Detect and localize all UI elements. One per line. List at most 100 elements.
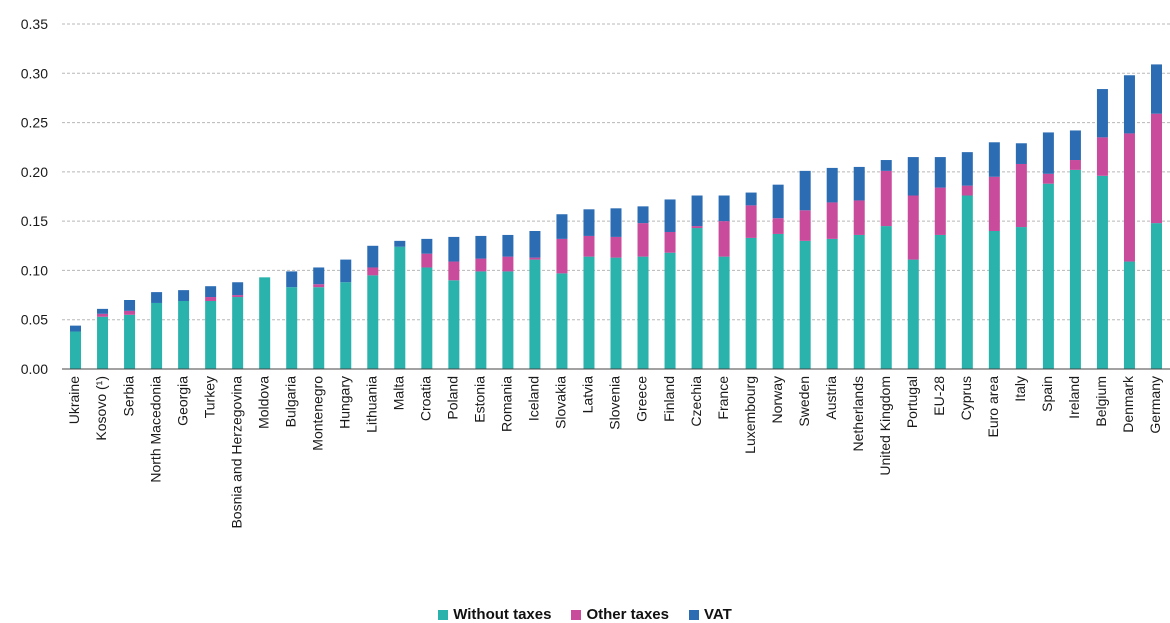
x-tick-label: Italy xyxy=(1012,376,1028,402)
bar-vat-lithuania xyxy=(367,245,379,268)
bar-without-taxes-sweden xyxy=(799,240,811,369)
x-tick-label: Malta xyxy=(391,376,407,410)
bar-vat-montenegro xyxy=(313,267,325,285)
bar-other-taxes-montenegro xyxy=(313,284,325,288)
x-tick-label: Kosovo (¹) xyxy=(93,376,109,441)
bar-without-taxes-ukraine xyxy=(70,331,82,369)
bar-vat-iceland xyxy=(529,231,541,258)
x-tick-label: Belgium xyxy=(1093,376,1109,427)
x-tick-label: Austria xyxy=(823,376,839,420)
bar-without-taxes-eu-28 xyxy=(934,234,946,369)
bar-vat-georgia xyxy=(178,290,190,301)
bar-other-taxes-romania xyxy=(502,256,514,272)
x-tick-label: Norway xyxy=(769,376,785,423)
x-tick-label: Czechia xyxy=(688,376,704,427)
y-tick-label: 0.20 xyxy=(21,164,48,180)
x-tick-label: Hungary xyxy=(336,376,352,429)
x-tick-label: United Kingdom xyxy=(877,376,893,476)
bar-without-taxes-bosnia-and-herzegovina xyxy=(232,297,244,369)
legend-swatch-other-taxes xyxy=(571,609,582,620)
bar-vat-romania xyxy=(502,234,514,257)
bar-without-taxes-serbia xyxy=(124,314,136,369)
bar-without-taxes-united-kingdom xyxy=(880,226,892,369)
bar-without-taxes-georgia xyxy=(178,300,190,369)
bar-without-taxes-iceland xyxy=(529,259,541,369)
bar-without-taxes-poland xyxy=(448,280,460,369)
bar-other-taxes-croatia xyxy=(421,253,433,268)
x-tick-label: Cyprus xyxy=(958,376,974,420)
bar-vat-poland xyxy=(448,236,460,262)
legend-swatch-without-taxes xyxy=(438,609,449,620)
bar-vat-bulgaria xyxy=(286,271,298,288)
bar-vat-portugal xyxy=(907,157,919,196)
x-tick-label: EU-28 xyxy=(931,376,947,416)
x-tick-label: Iceland xyxy=(526,376,542,421)
y-tick-label: 0.30 xyxy=(21,65,48,81)
bar-vat-bosnia-and-herzegovina xyxy=(232,282,244,296)
bar-vat-france xyxy=(718,195,730,222)
legend: Without taxes Other taxes VAT xyxy=(0,606,1170,623)
bar-other-taxes-slovenia xyxy=(610,236,622,258)
legend-label-without-taxes: Without taxes xyxy=(453,606,552,623)
bar-vat-germany xyxy=(1150,64,1162,114)
bar-vat-greece xyxy=(637,206,649,224)
bar-vat-cyprus xyxy=(961,152,973,186)
bar-without-taxes-denmark xyxy=(1123,261,1135,369)
bar-vat-finland xyxy=(664,199,676,232)
y-tick-label: 0.35 xyxy=(21,16,48,32)
legend-swatch-vat xyxy=(688,609,699,620)
x-tick-label: Bosnia and Herzegovina xyxy=(228,376,244,529)
bar-vat-estonia xyxy=(475,235,487,259)
bar-without-taxes-bulgaria xyxy=(286,287,298,369)
bar-without-taxes-euro-area xyxy=(988,231,1000,369)
bar-vat-slovakia xyxy=(556,214,568,239)
bar-without-taxes-italy xyxy=(1015,227,1027,369)
bar-vat-czechia xyxy=(691,195,703,227)
bar-other-taxes-norway xyxy=(772,218,784,234)
bar-other-taxes-iceland xyxy=(529,257,541,260)
x-tick-label: Portugal xyxy=(904,376,920,428)
x-tick-label: Finland xyxy=(661,376,677,422)
bar-other-taxes-bosnia-and-herzegovina xyxy=(232,295,244,298)
bar-other-taxes-euro-area xyxy=(988,176,1000,231)
x-tick-label: Sweden xyxy=(796,376,812,427)
bar-without-taxes-norway xyxy=(772,233,784,369)
bar-other-taxes-germany xyxy=(1150,113,1162,224)
bar-without-taxes-estonia xyxy=(475,271,487,369)
bar-vat-malta xyxy=(394,240,406,247)
bar-vat-austria xyxy=(826,167,838,203)
bar-vat-spain xyxy=(1042,132,1054,174)
bar-vat-euro-area xyxy=(988,142,1000,177)
bar-vat-ukraine xyxy=(70,325,82,332)
bar-other-taxes-serbia xyxy=(124,310,136,315)
bar-other-taxes-slovakia xyxy=(556,238,568,274)
y-axis-tick-labels: 0.00 0.05 0.10 0.15 0.20 0.25 0.30 0.35 xyxy=(21,16,48,377)
bar-vat-ireland xyxy=(1069,130,1081,161)
bar-without-taxes-turkey xyxy=(205,300,217,369)
bar-without-taxes-belgium xyxy=(1096,175,1108,369)
bar-vat-serbia xyxy=(124,300,136,311)
legend-label-other-taxes: Other taxes xyxy=(586,606,669,623)
bar-vat-italy xyxy=(1015,143,1027,164)
bar-without-taxes-north-macedonia xyxy=(151,302,163,369)
bar-other-taxes-eu-28 xyxy=(934,187,946,235)
legend-item-without-taxes: Without taxes xyxy=(438,606,551,623)
x-tick-label: Greece xyxy=(634,376,650,422)
y-tick-label: 0.00 xyxy=(21,361,48,377)
x-tick-label: Netherlands xyxy=(850,376,866,452)
x-tick-label: Spain xyxy=(1039,376,1055,412)
x-tick-label: Ireland xyxy=(1066,376,1082,419)
bar-without-taxes-romania xyxy=(502,271,514,369)
bar-without-taxes-austria xyxy=(826,238,838,369)
x-tick-label: Romania xyxy=(499,376,515,432)
legend-item-other-taxes: Other taxes xyxy=(571,606,669,623)
bar-other-taxes-belgium xyxy=(1096,137,1108,176)
bar-vat-latvia xyxy=(583,209,595,236)
bar-without-taxes-croatia xyxy=(421,267,433,369)
bar-vat-hungary xyxy=(340,259,352,283)
bar-other-taxes-cyprus xyxy=(961,185,973,196)
x-tick-label: North Macedonia xyxy=(147,376,163,483)
bar-without-taxes-spain xyxy=(1042,183,1054,369)
x-tick-label: Luxembourg xyxy=(742,376,758,454)
bar-without-taxes-latvia xyxy=(583,256,595,369)
